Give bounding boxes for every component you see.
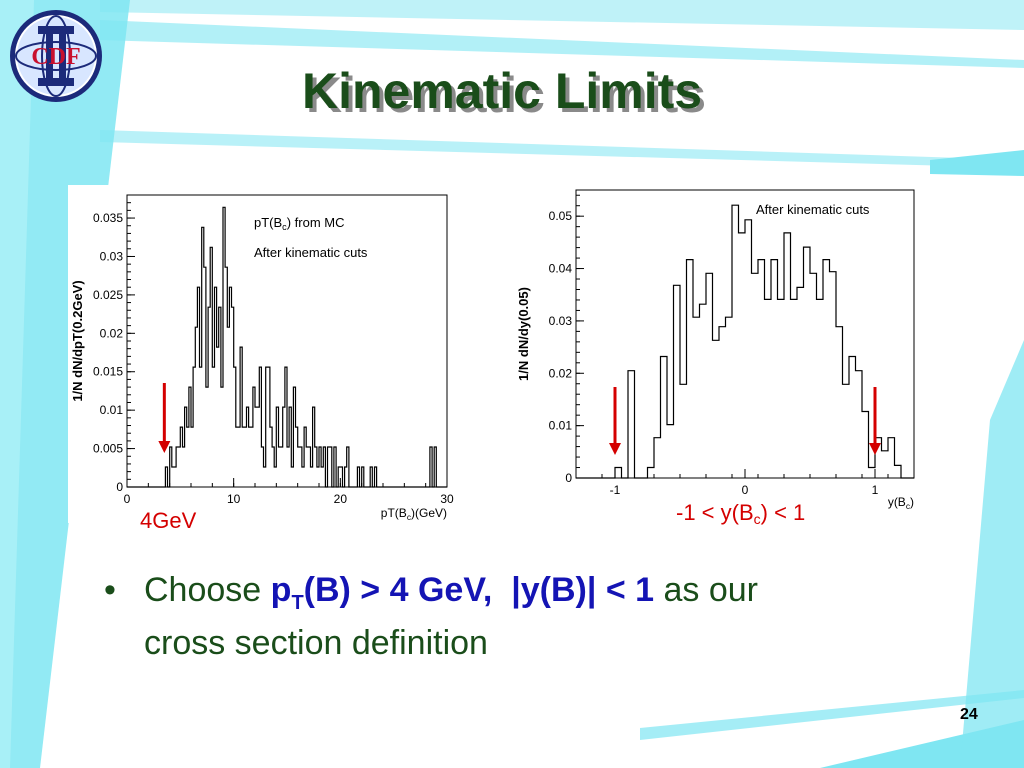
y-axis-label: 1/N dN/dpT(0.2GeV) xyxy=(70,280,85,401)
x-tick-label: 1 xyxy=(872,483,879,497)
cdf-logo: CDF xyxy=(10,10,102,102)
histogram-series xyxy=(576,204,914,479)
y-tick-label: 0.005 xyxy=(93,442,123,456)
legend-text: After kinematic cuts xyxy=(756,202,870,217)
x-tick-label: 20 xyxy=(334,492,348,506)
pt-histogram-plot: 0 0.005 0.01 0.015 0.02 0.025 0.03 0.035 0 10 20 30… xyxy=(68,185,460,523)
slide-title: Kinematic Limits xyxy=(302,63,703,119)
x-tick-label: 0 xyxy=(742,483,749,497)
rapidity-histogram-plot: 0 0.01 0.02 0.03 0.04 0.05 -1 0 1 1/N dN/dy(0.05)… xyxy=(512,185,922,523)
y-tick-label: 0.035 xyxy=(93,211,123,225)
x-tick-label: 10 xyxy=(227,492,241,506)
cut-arrow-head xyxy=(158,441,171,453)
y-tick-label: 0.05 xyxy=(549,209,573,223)
x-tick-label: -1 xyxy=(610,483,621,497)
logo-text: CDF xyxy=(31,44,80,70)
bullet-point: • Choose pT(B) > 4 GeV, |y(B)| < 1 as ou… xyxy=(104,570,924,663)
cut-arrow-head xyxy=(609,443,621,455)
bullet-marker: • xyxy=(104,571,116,609)
y-tick-label: 0 xyxy=(116,480,123,494)
y-tick-label: 0.04 xyxy=(549,262,573,276)
y-tick-label: 0.03 xyxy=(100,249,124,263)
pt-cut-label: 4GeV xyxy=(140,508,197,533)
page-number: 24 xyxy=(960,706,978,723)
y-tick-label: 0.01 xyxy=(549,419,573,433)
legend-text: pT(Bc) from MC xyxy=(254,215,345,232)
x-axis-label: pT(Bc)(GeV) xyxy=(381,506,447,522)
y-tick-label: 0.02 xyxy=(549,366,573,380)
x-tick-label: 30 xyxy=(440,492,454,506)
y-tick-label: 0.015 xyxy=(93,365,123,379)
y-tick-label: 0.03 xyxy=(549,314,573,328)
rapidity-cut-label: -1 < y(Bc) < 1 xyxy=(676,500,806,527)
cut-arrow-head xyxy=(869,443,881,455)
bullet-text: Choose pT(B) > 4 GeV, |y(B)| < 1 as our c… xyxy=(144,571,758,662)
x-axis-label: y(Bc) xyxy=(888,495,914,511)
y-tick-label: 0.01 xyxy=(100,403,124,417)
y-tick-label: 0 xyxy=(565,471,572,485)
y-axis-label: 1/N dN/dy(0.05) xyxy=(516,287,531,381)
histogram-series xyxy=(127,206,447,488)
y-tick-label: 0.02 xyxy=(100,326,124,340)
y-tick-label: 0.025 xyxy=(93,288,123,302)
x-tick-label: 0 xyxy=(124,492,131,506)
legend-text: After kinematic cuts xyxy=(254,245,368,260)
